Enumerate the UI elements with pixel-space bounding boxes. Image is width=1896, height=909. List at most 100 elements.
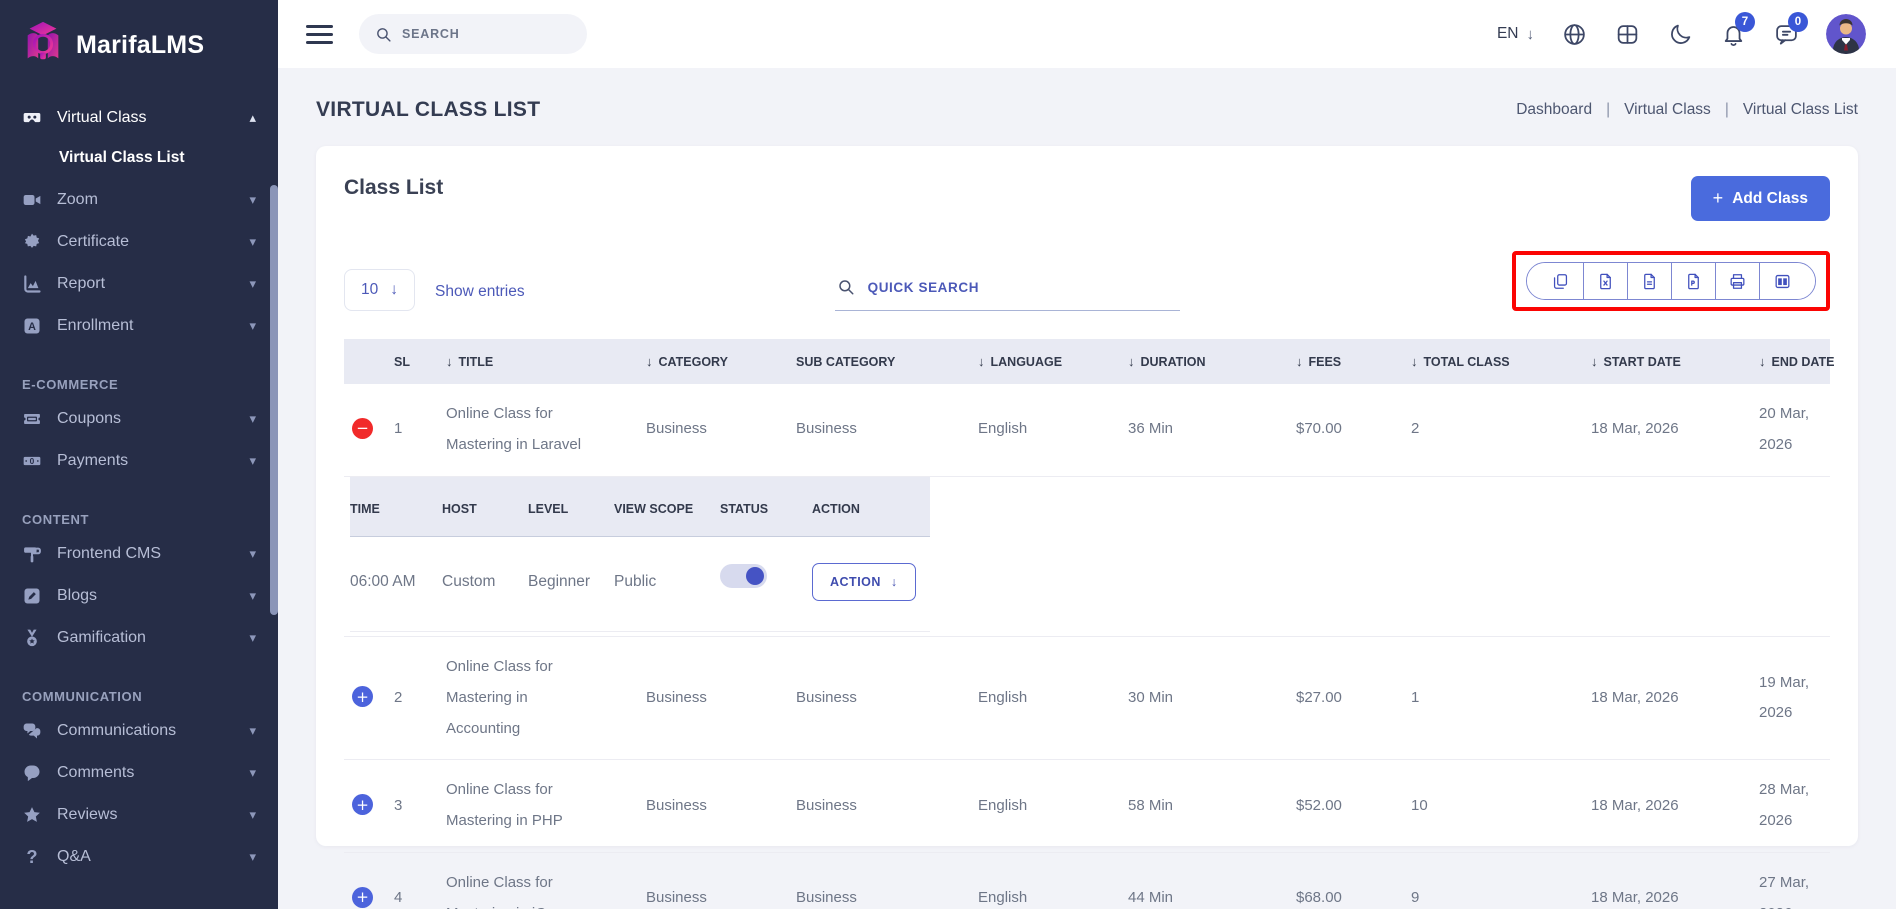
row-detail: TIME HOST LEVEL VIEW SCOPE STATUS ACTION	[344, 476, 1830, 638]
sidebar-item-qa[interactable]: ? Q&A ▾	[0, 836, 278, 878]
sidebar-item-label: Blogs	[57, 587, 98, 604]
globe-icon[interactable]	[1561, 21, 1587, 47]
sidebar-item-virtual-class[interactable]: Virtual Class ▴	[0, 97, 278, 139]
sidebar-item-certificate[interactable]: Certificate ▾	[0, 221, 278, 263]
hamburger-menu-icon[interactable]	[306, 20, 333, 49]
table-header-sub-category[interactable]: SUB CATEGORY	[796, 354, 896, 369]
brand[interactable]: MarifaLMS	[0, 0, 278, 97]
layout-window-icon[interactable]	[1614, 21, 1640, 47]
collapse-row-button[interactable]: −	[352, 417, 373, 439]
sidebar-item-label: Frontend CMS	[57, 545, 162, 562]
cell-sl: 1	[386, 384, 438, 477]
table-header-total-class[interactable]: ↓ TOTAL CLASS	[1411, 354, 1510, 369]
quick-search-input[interactable]	[867, 279, 1118, 295]
notification-count-badge: 7	[1735, 12, 1755, 32]
sidebar-item-label: Certificate	[57, 233, 130, 250]
video-camera-icon	[22, 190, 42, 210]
table-header-start-date[interactable]: ↓ START DATE	[1591, 354, 1681, 369]
pdf-export-button[interactable]	[1671, 263, 1715, 299]
chevron-down-icon: ▾	[249, 276, 256, 291]
messages-icon[interactable]: 0	[1773, 12, 1808, 47]
cell-category: Business	[638, 852, 788, 909]
sidebar-section-ecommerce: E-COMMERCE	[22, 377, 119, 392]
printer-icon	[1730, 273, 1745, 289]
expand-row-button[interactable]: +	[352, 886, 373, 908]
copy-icon	[1553, 273, 1567, 289]
sidebar-subitem-label: Virtual Class List	[59, 149, 185, 166]
banknote-icon: 0	[22, 451, 42, 471]
table-header-end-date[interactable]: ↓ END DATE	[1759, 354, 1835, 369]
status-toggle[interactable]	[720, 564, 767, 589]
cell-sub-category: Business	[788, 636, 970, 761]
sidebar-item-report[interactable]: Report ▾	[0, 263, 278, 305]
table-header-fees[interactable]: ↓ FEES	[1296, 354, 1342, 369]
sidebar-item-blogs[interactable]: Blogs ▾	[0, 575, 278, 617]
column-visibility-button[interactable]	[1759, 263, 1815, 299]
expand-row-button[interactable]: +	[352, 686, 373, 708]
detail-row: 06:00 AM Custom Beginner Public ACTION ↓	[350, 536, 930, 633]
cell-fees: $52.00	[1288, 759, 1403, 853]
table-header-title[interactable]: ↓ TITLE	[446, 354, 494, 369]
search-icon	[377, 27, 391, 42]
cell-fees: $70.00	[1288, 384, 1403, 477]
entries-per-page-select[interactable]: 10 ↓	[344, 269, 415, 311]
certificate-seal-icon	[22, 232, 42, 252]
add-class-button[interactable]: + Add Class	[1690, 176, 1830, 221]
sort-icon: ↓	[1759, 354, 1766, 369]
action-dropdown-button[interactable]: ACTION ↓	[812, 563, 916, 602]
detail-header-view-scope: VIEW SCOPE	[614, 476, 720, 538]
breadcrumb-dashboard[interactable]: Dashboard	[1516, 101, 1593, 118]
sidebar-item-communications[interactable]: Communications ▾	[0, 710, 278, 752]
language-selector[interactable]: EN ↓	[1497, 25, 1534, 43]
breadcrumb-virtual-class[interactable]: Virtual Class	[1624, 101, 1711, 118]
sort-icon: ↓	[978, 354, 985, 369]
sidebar-item-zoom[interactable]: Zoom ▾	[0, 179, 278, 221]
pencil-square-icon	[22, 586, 42, 606]
sidebar-item-comments[interactable]: Comments ▾	[0, 752, 278, 794]
cell-end-date: 28 Mar, 2026	[1751, 759, 1830, 853]
class-list-card: Class List + Add Class 10 ↓ Show entries	[316, 146, 1858, 909]
comment-icon	[22, 763, 42, 783]
print-button[interactable]	[1715, 263, 1759, 299]
breadcrumb-virtual-class-list[interactable]: Virtual Class List	[1742, 101, 1858, 118]
sidebar-item-label: Reviews	[57, 806, 118, 823]
sort-icon: ↓	[1296, 354, 1303, 369]
sidebar-item-reviews[interactable]: Reviews ▾	[0, 794, 278, 836]
cell-duration: 58 Min	[1120, 759, 1288, 853]
user-avatar[interactable]	[1826, 14, 1866, 54]
notifications-bell-icon[interactable]: 7	[1720, 12, 1755, 47]
table-header-duration[interactable]: ↓ DURATION	[1128, 354, 1206, 369]
chevron-down-icon: ▾	[249, 849, 256, 864]
table-header-language[interactable]: ↓ LANGUAGE	[978, 354, 1063, 369]
cell-sl: 2	[386, 636, 438, 761]
chevron-down-icon: ▾	[249, 318, 256, 333]
detail-cell-time: 06:00 AM	[350, 536, 442, 633]
sidebar-item-coupons[interactable]: Coupons ▾	[0, 398, 278, 440]
cell-duration: 36 Min	[1120, 384, 1288, 477]
sort-icon: ↓	[646, 354, 653, 369]
sidebar-item-frontend-cms[interactable]: Frontend CMS ▾	[0, 533, 278, 575]
quick-search[interactable]	[834, 272, 1180, 311]
cell-title: Online Class for Mastering in Laravel	[438, 384, 638, 477]
dark-mode-moon-icon[interactable]	[1667, 21, 1693, 47]
cell-total-class: 10	[1403, 759, 1583, 853]
sidebar-item-payments[interactable]: 0 Payments ▾	[0, 440, 278, 482]
expand-row-button[interactable]: +	[352, 794, 373, 816]
topbar-search[interactable]	[359, 14, 587, 54]
table-header-category[interactable]: ↓ CATEGORY	[646, 354, 728, 369]
table-header-sl[interactable]: SL	[394, 354, 410, 369]
sidebar-item-enrollment[interactable]: A Enrollment ▾	[0, 305, 278, 347]
sidebar-scrollbar[interactable]	[270, 185, 278, 615]
csv-export-button[interactable]	[1627, 263, 1671, 299]
class-detail-table: TIME HOST LEVEL VIEW SCOPE STATUS ACTION	[350, 476, 930, 633]
excel-export-button[interactable]	[1583, 263, 1627, 299]
brand-name: MarifaLMS	[76, 31, 205, 59]
sidebar-item-label: Payments	[57, 452, 129, 469]
sidebar-item-virtual-class-list[interactable]: Virtual Class List	[0, 139, 278, 179]
detail-header-level: LEVEL	[528, 476, 614, 538]
sidebar-item-gamification[interactable]: Gamification ▾	[0, 617, 278, 659]
search-input[interactable]	[402, 27, 542, 41]
breadcrumb: Dashboard | Virtual Class | Virtual Clas…	[1516, 101, 1858, 119]
copy-export-button[interactable]	[1527, 263, 1583, 299]
cell-total-class: 1	[1403, 636, 1583, 761]
